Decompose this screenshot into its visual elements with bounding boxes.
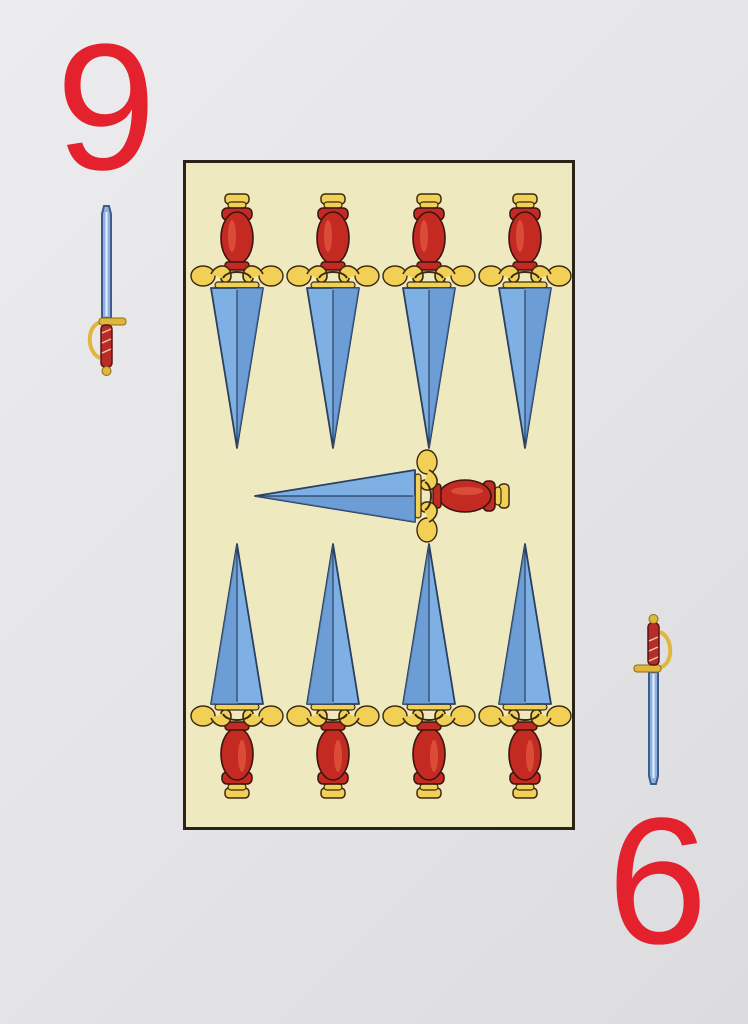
center-panel bbox=[183, 160, 575, 830]
corner-sword-icon-top bbox=[87, 205, 127, 376]
corner-sword-icon-bottom bbox=[633, 614, 673, 785]
rank-top: 9 bbox=[56, 7, 156, 208]
rank-bottom: 9 bbox=[612, 780, 709, 981]
